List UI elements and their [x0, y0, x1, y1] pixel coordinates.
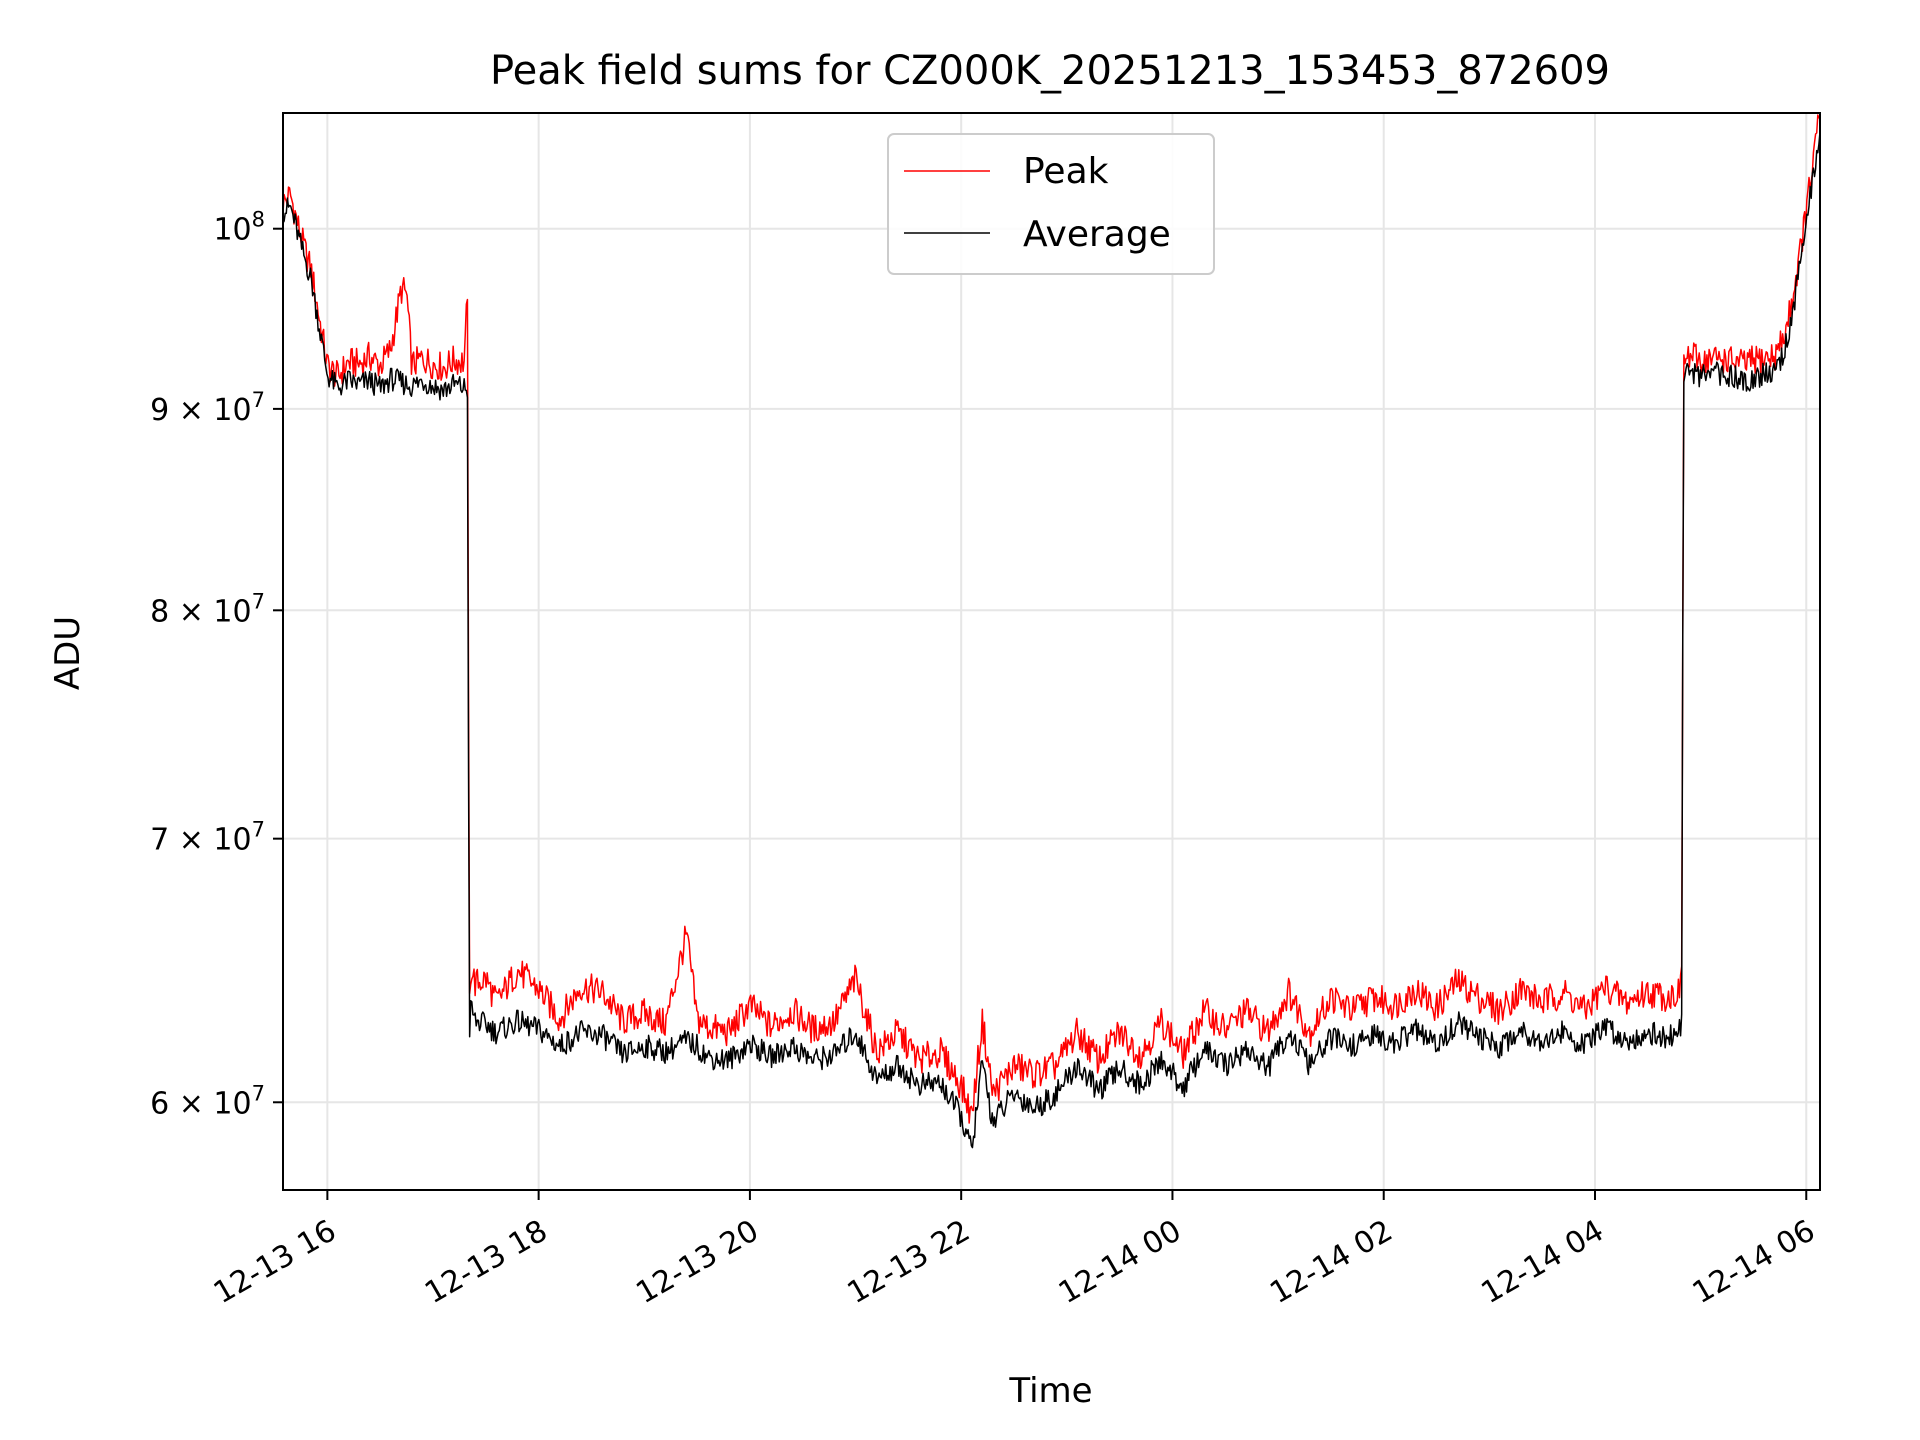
y-axis: 6 × 107 7 × 107 8 × 107 9 × 107 108 [150, 208, 283, 1121]
y-axis-label: ADU [48, 616, 88, 690]
y-tick-label-4: 108 [213, 208, 265, 248]
series-line-average [282, 131, 1821, 1149]
x-axis-label: Time [1008, 1371, 1092, 1411]
legend-box [887, 133, 1215, 275]
grid-lines [283, 113, 1820, 1190]
legend: Peak Average [887, 133, 1215, 275]
y-tick-label-3: 9 × 107 [150, 388, 265, 428]
legend-label-average: Average [1023, 214, 1171, 255]
y-tick-label-0: 6 × 107 [150, 1081, 265, 1121]
series-line-peak [282, 114, 1821, 1124]
y-tick-label-1: 7 × 107 [150, 818, 265, 858]
chart-title: Peak field sums for CZ000K_20251213_1534… [490, 48, 1610, 94]
plot-area-frame [282, 112, 1821, 1191]
legend-label-peak: Peak [1023, 151, 1109, 192]
series-lines [282, 114, 1821, 1149]
y-tick-label-2: 8 × 107 [150, 589, 265, 629]
